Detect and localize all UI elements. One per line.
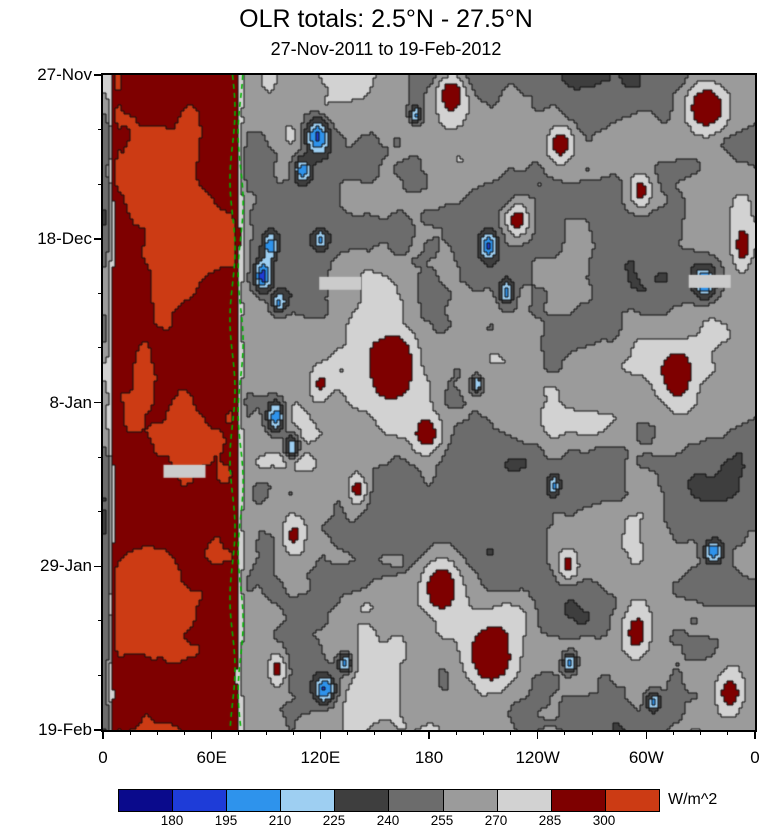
- colorbar-label: 225: [322, 813, 346, 828]
- colorbar-segment: [388, 790, 443, 811]
- colorbar-label: 270: [484, 813, 508, 828]
- y-major-tick: [94, 74, 103, 76]
- heatmap-canvas: [103, 75, 755, 730]
- x-minor-tick: [184, 730, 185, 735]
- colorbar-segment: [172, 790, 227, 811]
- colorbar-segment: [334, 790, 389, 811]
- chart-title: OLR totals: 2.5°N - 27.5°N: [239, 5, 533, 33]
- x-tick-label: 0: [750, 748, 760, 767]
- y-minor-tick: [98, 347, 103, 349]
- colorbar-label: 255: [430, 813, 454, 828]
- y-minor-tick: [98, 456, 103, 458]
- x-tick-label: 60W: [628, 748, 664, 767]
- colorbar-label: 285: [538, 813, 562, 828]
- x-minor-tick: [129, 730, 131, 735]
- y-tick-label: 18-Dec: [37, 228, 92, 248]
- colorbar-label: 210: [268, 813, 292, 828]
- x-minor-tick: [401, 730, 403, 735]
- colorbar-label: 195: [214, 813, 238, 828]
- x-minor-tick: [591, 730, 593, 735]
- x-minor-tick: [564, 730, 566, 735]
- x-major-tick: [428, 730, 430, 739]
- colorbar-segment: [496, 790, 551, 811]
- colorbar-segment: [226, 790, 281, 811]
- chart-subtitle: 27-Nov-2011 to 19-Feb-2012: [270, 39, 502, 59]
- colorbar-units-label: W/m^2: [668, 791, 718, 808]
- y-major-tick: [94, 238, 103, 240]
- y-minor-tick: [98, 129, 103, 131]
- x-minor-tick: [482, 730, 484, 735]
- y-minor-tick: [98, 620, 103, 622]
- x-minor-tick: [618, 730, 620, 735]
- x-minor-tick: [510, 730, 511, 735]
- x-minor-tick: [700, 730, 702, 735]
- x-minor-tick: [455, 730, 457, 735]
- x-tick-label: 120W: [515, 748, 560, 767]
- y-minor-tick: [98, 511, 103, 513]
- colorbar-segment: [280, 790, 335, 811]
- y-minor-tick: [98, 183, 103, 185]
- plot-area: [101, 73, 757, 732]
- x-major-tick: [210, 730, 213, 739]
- y-minor-tick: [98, 292, 103, 294]
- y-major-tick: [94, 565, 103, 567]
- x-minor-tick: [673, 730, 674, 735]
- colorbar-label: 240: [376, 813, 400, 828]
- colorbar: [118, 789, 660, 812]
- x-minor-tick: [727, 730, 729, 735]
- y-major-tick: [94, 729, 103, 731]
- x-minor-tick: [265, 730, 267, 735]
- y-tick-label: 19-Feb: [38, 720, 92, 739]
- x-tick-label: 60E: [196, 748, 227, 767]
- colorbar-segment: [442, 790, 497, 811]
- x-major-tick: [319, 730, 322, 739]
- colorbar-segment: [119, 790, 173, 811]
- colorbar-label: 300: [592, 813, 616, 828]
- x-tick-label: 0: [98, 748, 108, 767]
- x-minor-tick: [292, 730, 294, 735]
- colorbar-segment: [604, 790, 659, 811]
- x-major-tick: [754, 730, 756, 739]
- colorbar-label: 180: [160, 813, 184, 828]
- y-major-tick: [94, 401, 103, 404]
- y-tick-label: 27-Nov: [37, 65, 92, 84]
- x-minor-tick: [374, 730, 376, 735]
- y-minor-tick: [98, 674, 103, 676]
- x-tick-label: 120E: [300, 748, 341, 767]
- x-minor-tick: [238, 730, 240, 735]
- x-major-tick: [102, 730, 104, 739]
- x-minor-tick: [347, 730, 348, 735]
- x-minor-tick: [156, 730, 158, 735]
- y-tick-label: 29-Jan: [40, 556, 92, 576]
- x-major-tick: [536, 730, 539, 739]
- y-tick-label: 8-Jan: [49, 392, 92, 412]
- x-major-tick: [645, 730, 648, 739]
- colorbar-segment: [550, 790, 605, 811]
- x-tick-label: 180: [414, 748, 444, 767]
